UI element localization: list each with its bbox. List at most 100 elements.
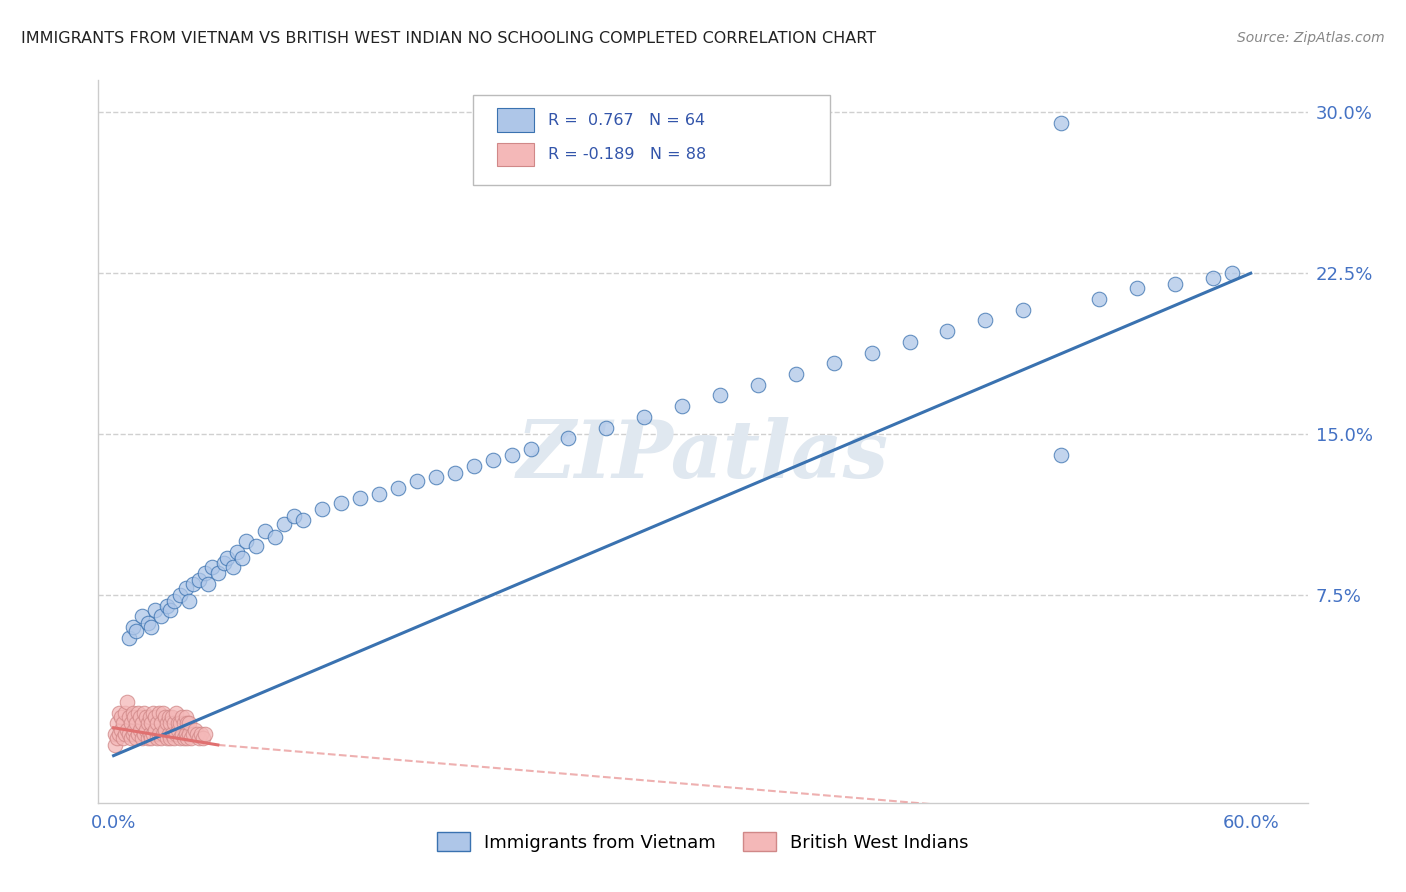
- Point: [157, 727, 180, 741]
- Point: [105, 716, 128, 731]
- Point: [519, 442, 541, 456]
- Point: [1126, 281, 1149, 295]
- Point: [405, 474, 427, 488]
- Point: [112, 731, 135, 746]
- Point: [118, 631, 141, 645]
- Point: [129, 723, 152, 737]
- Point: [136, 716, 159, 731]
- Point: [125, 624, 148, 639]
- Point: [709, 388, 731, 402]
- Point: [860, 345, 883, 359]
- Point: [633, 409, 655, 424]
- Point: [174, 710, 197, 724]
- Point: [159, 716, 181, 731]
- Point: [179, 727, 201, 741]
- Point: [159, 603, 181, 617]
- Point: [127, 706, 149, 720]
- Point: [115, 695, 138, 709]
- Point: [225, 545, 247, 559]
- Point: [156, 599, 179, 613]
- Point: [159, 731, 181, 746]
- Point: [136, 615, 159, 630]
- Point: [110, 710, 132, 724]
- Point: [114, 727, 136, 741]
- Point: [1202, 270, 1225, 285]
- Point: [1088, 292, 1111, 306]
- Point: [557, 431, 579, 445]
- Point: [131, 731, 153, 746]
- Point: [292, 513, 315, 527]
- Point: [141, 716, 163, 731]
- Point: [108, 706, 131, 720]
- Point: [121, 727, 143, 741]
- Point: [1050, 116, 1073, 130]
- Point: [387, 481, 409, 495]
- Point: [169, 731, 191, 746]
- Point: [156, 716, 179, 731]
- Point: [138, 710, 160, 724]
- Point: [143, 710, 166, 724]
- Point: [110, 723, 132, 737]
- Point: [186, 727, 208, 741]
- Point: [104, 727, 127, 741]
- Point: [180, 731, 202, 746]
- Point: [136, 731, 159, 746]
- Point: [191, 731, 214, 746]
- Point: [173, 716, 195, 731]
- Point: [132, 706, 155, 720]
- Point: [118, 710, 141, 724]
- Point: [184, 723, 207, 737]
- Point: [108, 727, 131, 741]
- Bar: [498, 143, 534, 166]
- Point: [131, 716, 153, 731]
- Point: [148, 727, 170, 741]
- Point: [235, 534, 257, 549]
- Point: [201, 560, 224, 574]
- Point: [121, 620, 143, 634]
- Point: [157, 710, 180, 724]
- Point: [263, 530, 285, 544]
- Point: [132, 727, 155, 741]
- Point: [254, 524, 277, 538]
- Point: [142, 706, 165, 720]
- Point: [143, 603, 166, 617]
- Point: [349, 491, 371, 506]
- Point: [105, 731, 128, 746]
- Point: [120, 716, 142, 731]
- Point: [162, 710, 184, 724]
- Point: [125, 731, 148, 746]
- Point: [174, 727, 197, 741]
- Point: [1164, 277, 1187, 291]
- Point: [142, 727, 165, 741]
- Point: [143, 723, 166, 737]
- Point: [129, 710, 152, 724]
- Point: [112, 716, 135, 731]
- Point: [190, 727, 212, 741]
- Point: [179, 594, 201, 608]
- Point: [167, 716, 190, 731]
- Point: [974, 313, 997, 327]
- Point: [165, 706, 187, 720]
- Point: [1050, 449, 1073, 463]
- Point: [124, 723, 146, 737]
- Point: [170, 710, 193, 724]
- Point: [187, 573, 209, 587]
- Point: [481, 452, 503, 467]
- Point: [163, 731, 186, 746]
- Point: [936, 324, 959, 338]
- Point: [169, 588, 191, 602]
- Point: [174, 582, 197, 596]
- Point: [127, 727, 149, 741]
- Point: [149, 609, 172, 624]
- Text: IMMIGRANTS FROM VIETNAM VS BRITISH WEST INDIAN NO SCHOOLING COMPLETED CORRELATIO: IMMIGRANTS FROM VIETNAM VS BRITISH WEST …: [21, 31, 876, 46]
- Point: [118, 727, 141, 741]
- Point: [121, 706, 143, 720]
- Point: [120, 731, 142, 746]
- Point: [785, 367, 807, 381]
- Point: [463, 459, 485, 474]
- Point: [898, 334, 921, 349]
- Point: [245, 539, 267, 553]
- Point: [330, 496, 353, 510]
- Point: [135, 710, 157, 724]
- Text: Source: ZipAtlas.com: Source: ZipAtlas.com: [1237, 31, 1385, 45]
